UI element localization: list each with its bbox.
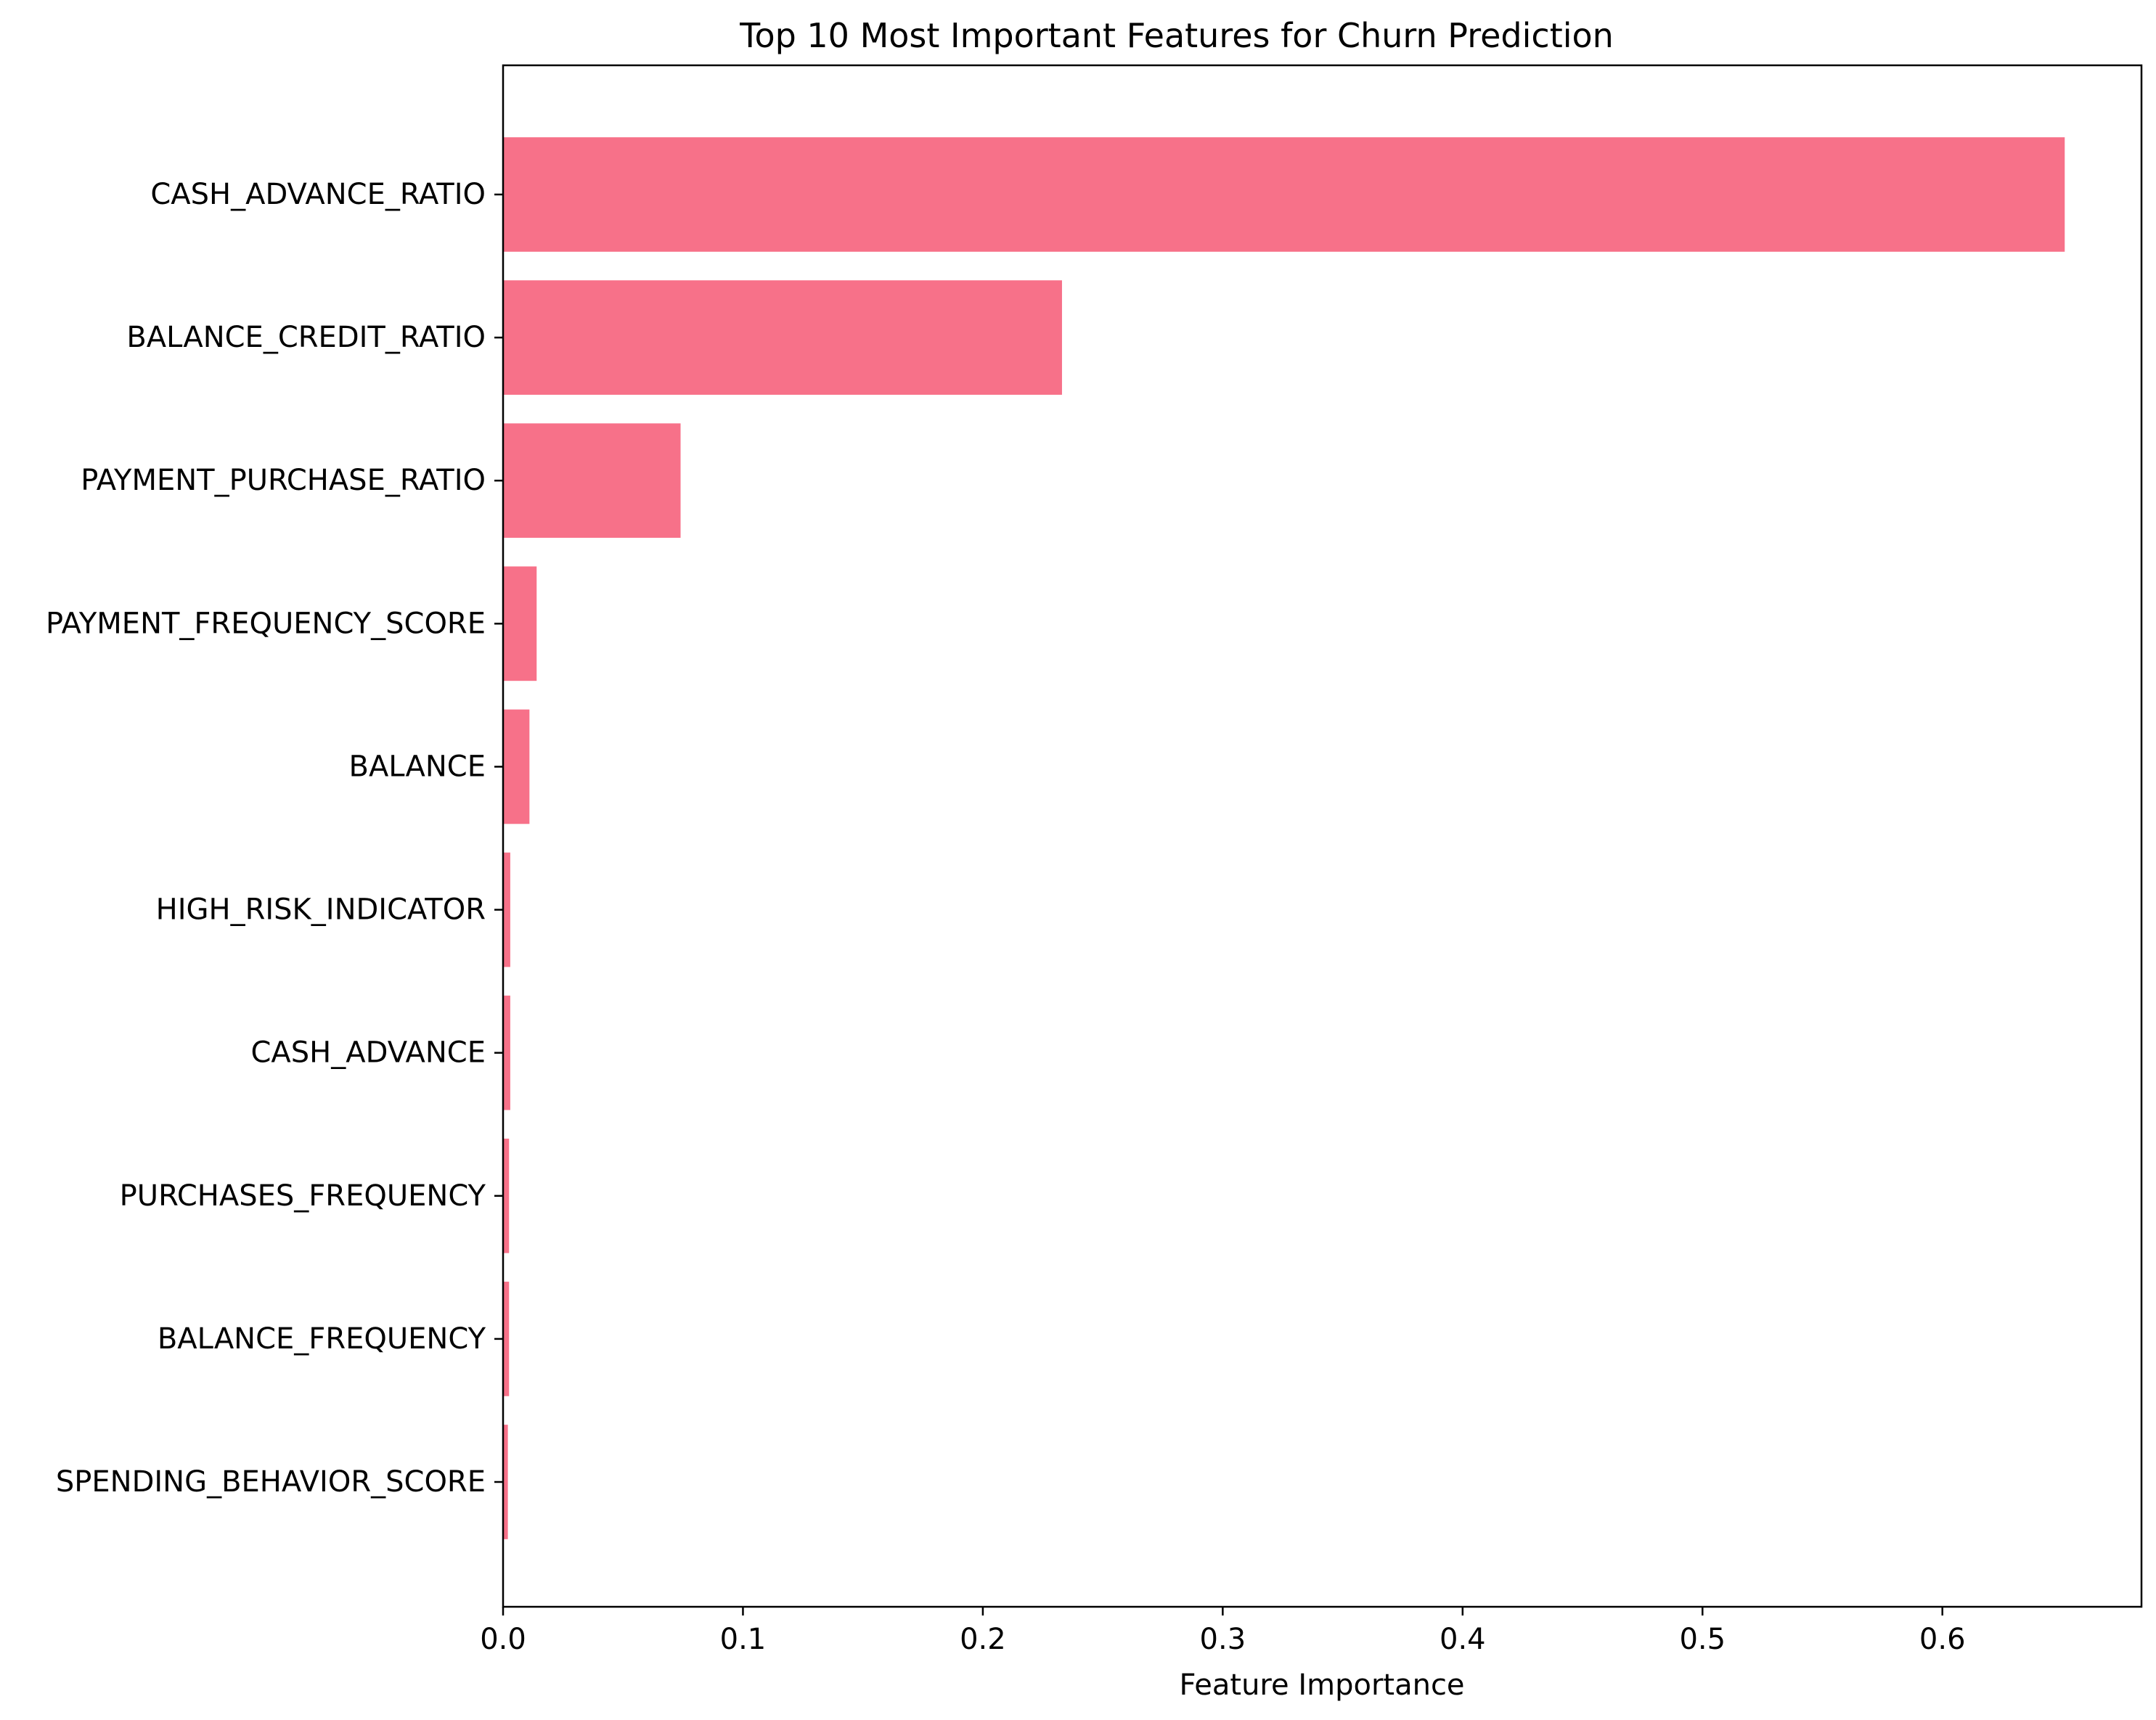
y-tick-label: HIGH_RISK_INDICATOR (156, 893, 486, 927)
bar-high-risk-indicator (503, 852, 510, 967)
bar-payment-purchase-ratio (503, 423, 681, 538)
bar-balance (503, 709, 530, 824)
y-tick-label: PURCHASES_FREQUENCY (120, 1179, 486, 1213)
bar-cash-advance-ratio (503, 137, 2065, 252)
x-axis-ticks: 0.0 0.1 0.2 0.3 0.4 0.5 0.6 (480, 1607, 1966, 1656)
bars-group (503, 137, 2065, 1539)
y-tick-label: PAYMENT_FREQUENCY_SCORE (46, 607, 486, 640)
x-tick-label: 0.2 (960, 1623, 1006, 1656)
y-tick-label: BALANCE_FREQUENCY (158, 1322, 486, 1356)
x-tick-label: 0.0 (480, 1623, 526, 1656)
x-tick-label: 0.3 (1200, 1623, 1246, 1656)
bar-balance-frequency (503, 1282, 510, 1396)
y-tick-label: BALANCE_CREDIT_RATIO (126, 321, 486, 354)
y-tick-label: CASH_ADVANCE_RATIO (150, 178, 486, 211)
x-axis-title: Feature Importance (1179, 1668, 1464, 1702)
chart-title: Top 10 Most Important Features for Churn… (739, 16, 1614, 55)
bar-spending-behavior-score (503, 1425, 508, 1539)
bar-purchases-frequency (503, 1138, 510, 1253)
x-tick-label: 0.5 (1679, 1623, 1726, 1656)
y-tick-label: SPENDING_BEHAVIOR_SCORE (56, 1465, 486, 1499)
y-axis-ticks: CASH_ADVANCE_RATIO BALANCE_CREDIT_RATIO PA… (46, 178, 503, 1499)
plot-frame (502, 64, 2143, 1608)
x-tick-label: 0.6 (1919, 1623, 1966, 1656)
bar-balance-credit-ratio (503, 280, 1062, 395)
y-tick-label: CASH_ADVANCE (250, 1036, 486, 1070)
bar-cash-advance (503, 995, 510, 1110)
x-tick-label: 0.4 (1440, 1623, 1486, 1656)
bar-payment-frequency-score (503, 566, 537, 681)
y-tick-label: BALANCE (349, 750, 486, 783)
y-tick-label: PAYMENT_PURCHASE_RATIO (81, 464, 486, 497)
x-tick-label: 0.1 (720, 1623, 767, 1656)
